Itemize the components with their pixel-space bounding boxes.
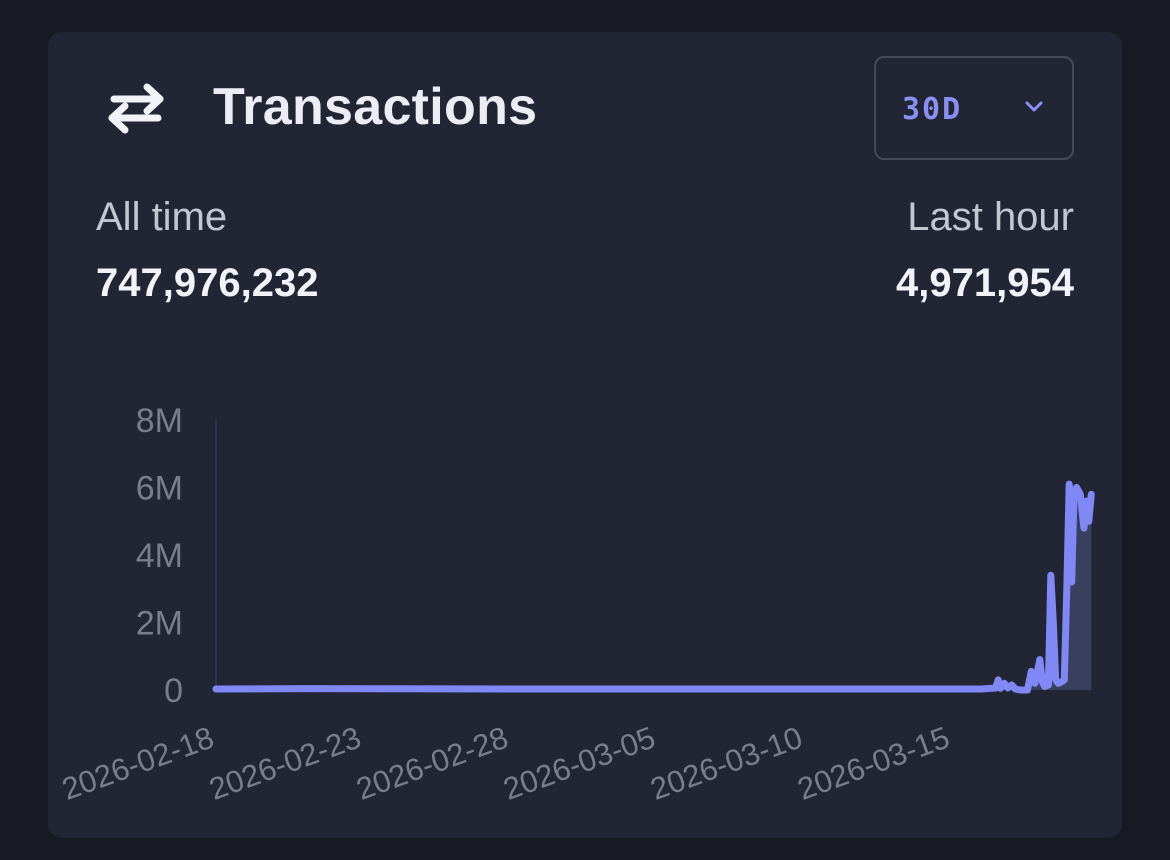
series-area xyxy=(216,484,1092,690)
y-axis: 0 2M 4M 6M 8M xyxy=(136,402,217,710)
time-range-select[interactable]: 30D xyxy=(874,56,1074,160)
x-tick-label: 2026-02-23 xyxy=(205,720,366,807)
x-tick-label: 2026-02-18 xyxy=(57,720,218,807)
transactions-chart: 0 2M 4M 6M 8M 2026-02-182026-02-232026-02-28… xyxy=(57,402,1095,807)
y-tick-label: 4M xyxy=(136,537,183,575)
y-tick-label: 0 xyxy=(164,672,183,710)
last-hour-value: 4,971,954 xyxy=(896,261,1074,305)
x-tick-label: 2026-03-15 xyxy=(793,720,954,807)
x-tick-label: 2026-02-28 xyxy=(352,720,513,807)
x-tick-label: 2026-03-10 xyxy=(646,720,807,807)
y-tick-label: 2M xyxy=(136,605,183,643)
series-line xyxy=(212,480,1095,694)
transactions-card: Transactions 30D All time 747,976,232 La… xyxy=(48,32,1122,838)
last-hour-label: Last hour xyxy=(907,195,1074,239)
card-title: Transactions xyxy=(213,78,538,136)
all-time-value: 747,976,232 xyxy=(96,261,319,305)
y-tick-label: 6M xyxy=(136,470,183,508)
x-axis: 2026-02-182026-02-232026-02-282026-03-05… xyxy=(57,720,954,807)
all-time-label: All time xyxy=(96,195,228,239)
y-tick-label: 8M xyxy=(136,402,183,440)
time-range-value: 30D xyxy=(902,92,963,127)
chart-series xyxy=(212,480,1095,694)
swap-arrows-icon xyxy=(108,83,164,134)
chevron-down-icon xyxy=(1025,101,1043,112)
x-tick-label: 2026-03-05 xyxy=(499,720,660,807)
